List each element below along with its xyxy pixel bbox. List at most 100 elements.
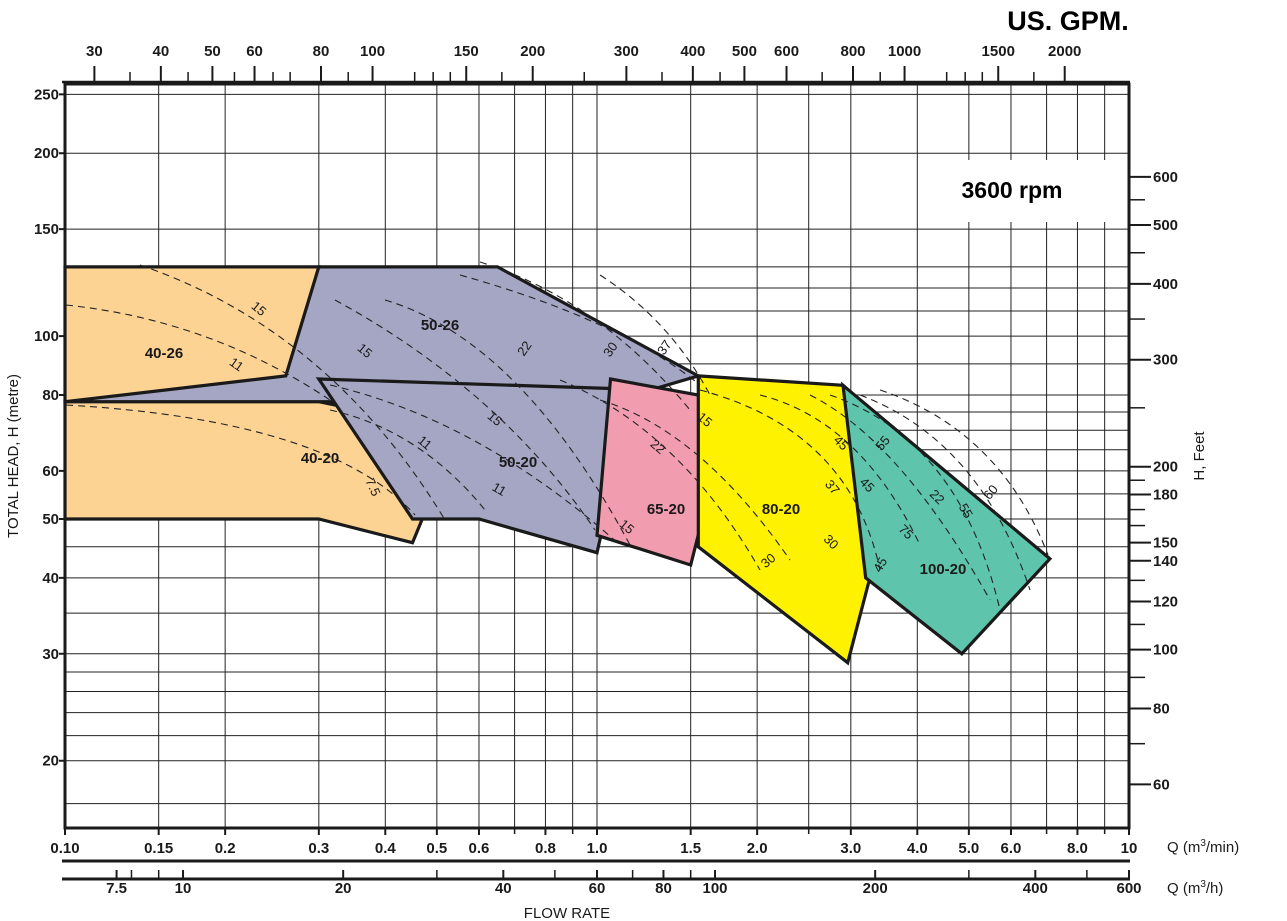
top-tick-label: 30: [86, 43, 103, 60]
efficiency-contour: [809, 394, 991, 601]
y-tick-label: 20: [42, 753, 59, 770]
x-axis-title: FLOW RATE: [524, 905, 610, 921]
y-tick-label: 80: [42, 387, 59, 404]
top-tick-label: 1500: [982, 43, 1015, 60]
m3h-tick-label: 40: [495, 880, 512, 897]
top-tick-label: 600: [774, 43, 799, 60]
bottom-tick-label: 0.10: [50, 840, 79, 857]
efficiency-contours: [65, 261, 1049, 611]
efficiency-contour: [65, 304, 331, 401]
contour-label: 7.5: [362, 476, 383, 499]
top-tick-label: 800: [840, 43, 865, 60]
pump-regions: [63, 265, 1053, 666]
bottom-tick-label: 0.8: [535, 840, 556, 857]
efficiency-contour: [139, 264, 446, 521]
bottom-tick-label: 0.2: [215, 840, 236, 857]
y-right-tick-label: 400: [1153, 276, 1178, 293]
pump-model-labels: 40-26 40-20 50-26 50-20 65-20 80-20 100-20: [145, 317, 967, 578]
bottom-tick-label: 8.0: [1067, 840, 1088, 857]
bottom-tick-label: 6.0: [1001, 840, 1022, 857]
bottom-tick-label: 3.0: [840, 840, 861, 857]
bottom-tick-label: 10: [1121, 840, 1138, 857]
y-right-tick-label: 140: [1153, 553, 1178, 570]
bottom-tick-label: 0.15: [144, 840, 173, 857]
m3h-tick-label: 10: [175, 880, 192, 897]
top-tick-label: 2000: [1048, 43, 1081, 60]
efficiency-contour: [829, 394, 1001, 611]
y-tick-label: 30: [42, 646, 59, 663]
pump-label-50-20: 50-20: [499, 454, 537, 471]
m3h-tick-label: 80: [655, 880, 672, 897]
contour-label: 11: [490, 479, 509, 499]
top-tick-label: 40: [153, 43, 170, 60]
y-tick-label: 250: [34, 86, 59, 103]
bottom-tick-label: 2.0: [747, 840, 768, 857]
y-right-tick-label: 300: [1153, 352, 1178, 369]
bottom-tick-label: 1.0: [587, 840, 608, 857]
efficiency-contour: [859, 394, 1031, 591]
bottom-tick-label: 0.5: [426, 840, 447, 857]
y-right-tick-label: 600: [1153, 169, 1178, 186]
x-axis-unit-m3h: Q (m3/h): [1167, 879, 1223, 897]
efficiency-contour: [384, 299, 631, 546]
pump-label-50-26: 50-26: [421, 317, 459, 334]
pump-label-65-20: 65-20: [647, 501, 685, 518]
x-axis-unit-m3min: Q (m3/min): [1167, 838, 1239, 856]
y-right-tick-label: 150: [1153, 535, 1178, 552]
pump-label-100-20: 100-20: [920, 561, 967, 578]
efficiency-contour: [759, 394, 921, 546]
efficiency-contour: [65, 404, 416, 516]
y-axis-title: TOTAL HEAD, H (metre): [5, 374, 22, 538]
m3h-tick-label: 100: [703, 880, 728, 897]
m3h-tick-label: 200: [863, 880, 888, 897]
y-axis-right-title: H, Feet: [1191, 431, 1208, 481]
top-axis-title: US. GPM.: [1007, 6, 1129, 36]
top-tick-label: 80: [313, 43, 330, 60]
top-tick-label: 150: [454, 43, 479, 60]
y-right-tick-label: 200: [1153, 459, 1178, 476]
y-tick-label: 200: [34, 145, 59, 162]
contour-label: 37: [654, 337, 675, 357]
bottom-tick-label: 1.5: [680, 840, 701, 857]
top-tick-label: 50: [204, 43, 221, 60]
top-tick-label: 200: [520, 43, 545, 60]
m3h-tick-label: 400: [1023, 880, 1048, 897]
efficiency-contour: [559, 379, 761, 571]
contour-label: 45: [870, 555, 890, 575]
m3h-tick-label: 600: [1116, 880, 1141, 897]
efficiency-contour: [329, 384, 621, 546]
rpm-box: [926, 160, 1110, 222]
m3h-tick-label: 20: [335, 880, 352, 897]
pump-label-40-26: 40-26: [145, 345, 183, 362]
efficiency-contour: [479, 261, 691, 411]
contour-label: 30: [600, 339, 621, 359]
y-tick-label: 150: [34, 221, 59, 238]
efficiency-contour: [334, 299, 596, 531]
pump-label-40-20: 40-20: [301, 450, 339, 467]
bottom-tick-label: 0.3: [308, 840, 329, 857]
bottom-tick-label: 0.4: [375, 840, 397, 857]
top-tick-label: 1000: [888, 43, 921, 60]
top-tick-label: 60: [246, 43, 263, 60]
y-right-tick-label: 120: [1153, 593, 1178, 610]
efficiency-contour: [599, 274, 711, 396]
m3h-tick-label: 7.5: [106, 880, 127, 897]
y-tick-label: 100: [34, 328, 59, 345]
efficiency-contour: [699, 389, 881, 571]
pump-label-80-20: 80-20: [762, 501, 800, 518]
y-right-tick-label: 100: [1153, 642, 1178, 659]
contour-label: 22: [514, 338, 535, 358]
top-tick-label: 500: [732, 43, 757, 60]
pump-region-100-20: [840, 381, 1053, 656]
efficiency-contour: [599, 399, 791, 561]
top-tick-label: 400: [680, 43, 705, 60]
y-right-tick-label: 180: [1153, 486, 1178, 503]
y-tick-label: 50: [42, 511, 59, 528]
bottom-tick-label: 0.6: [469, 840, 490, 857]
top-tick-label: 100: [360, 43, 385, 60]
axes: 2030405060801001502002506080100120140150…: [34, 43, 1178, 897]
m3h-tick-label: 60: [589, 880, 606, 897]
y-tick-label: 40: [42, 570, 59, 587]
rpm-label: 3600 rpm: [961, 177, 1062, 203]
